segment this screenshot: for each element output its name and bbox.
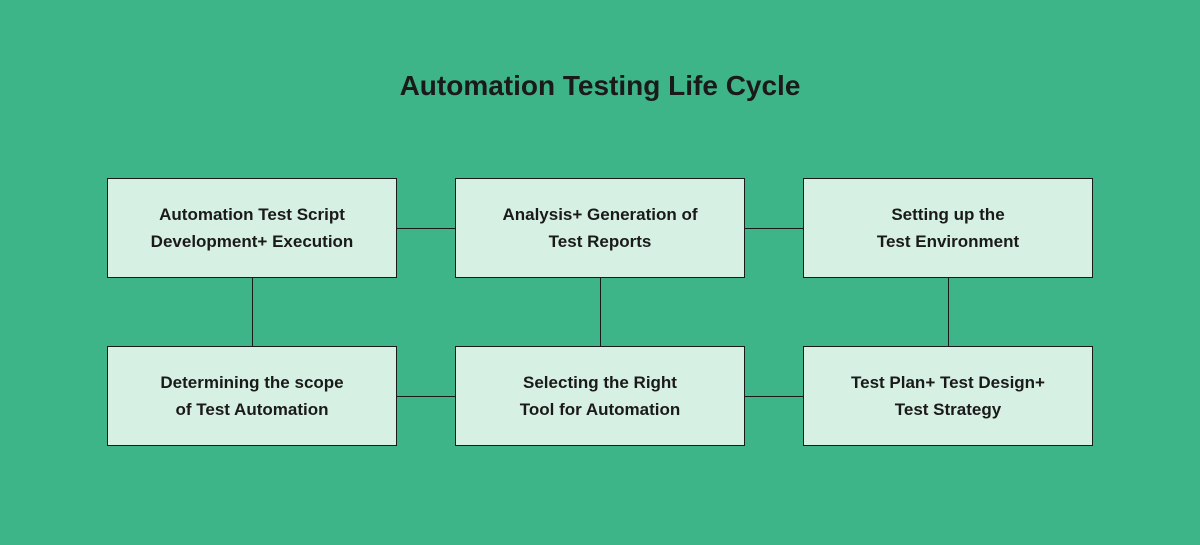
flow-node: Test Plan+ Test Design+Test Strategy — [803, 346, 1093, 446]
node-line2: Development+ Execution — [151, 228, 354, 255]
flow-node: Setting up theTest Environment — [803, 178, 1093, 278]
node-line2: Test Environment — [877, 228, 1019, 255]
diagram-canvas: Automation Testing Life Cycle Automation… — [0, 0, 1200, 545]
node-line1: Determining the scope — [160, 369, 343, 396]
flow-node: Analysis+ Generation ofTest Reports — [455, 178, 745, 278]
node-line1: Automation Test Script — [159, 201, 345, 228]
node-line2: Test Strategy — [895, 396, 1001, 423]
connector — [948, 278, 949, 346]
node-line2: of Test Automation — [176, 396, 329, 423]
connector — [397, 396, 455, 397]
node-line2: Tool for Automation — [520, 396, 681, 423]
node-line1: Setting up the — [891, 201, 1004, 228]
connector — [600, 278, 601, 346]
node-line1: Test Plan+ Test Design+ — [851, 369, 1045, 396]
connector — [252, 278, 253, 346]
diagram-title: Automation Testing Life Cycle — [0, 70, 1200, 102]
connector — [745, 396, 803, 397]
flow-node: Automation Test ScriptDevelopment+ Execu… — [107, 178, 397, 278]
node-line1: Analysis+ Generation of — [502, 201, 697, 228]
connector — [745, 228, 803, 229]
connector — [397, 228, 455, 229]
node-line2: Test Reports — [549, 228, 652, 255]
flow-node: Selecting the RightTool for Automation — [455, 346, 745, 446]
flow-node: Determining the scopeof Test Automation — [107, 346, 397, 446]
node-line1: Selecting the Right — [523, 369, 677, 396]
